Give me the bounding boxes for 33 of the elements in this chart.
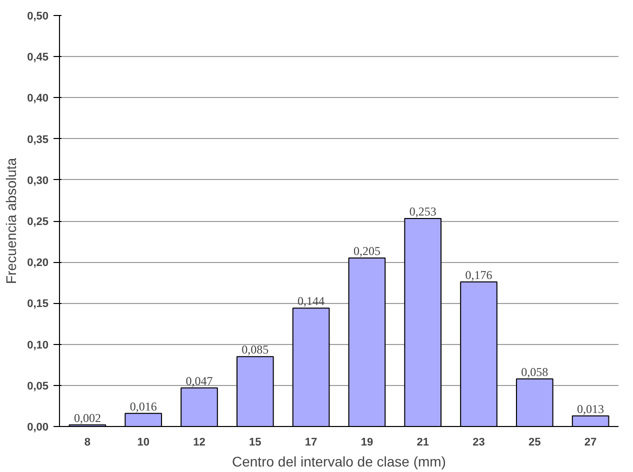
- data-label: 0,013: [577, 402, 604, 416]
- x-tick-label: 8: [84, 436, 91, 448]
- data-label: 0,058: [521, 364, 548, 379]
- y-tick-label: 0,35: [27, 134, 49, 146]
- x-tick-label: 21: [416, 436, 429, 448]
- y-tick-label: 0,50: [27, 10, 49, 22]
- y-tick-label: 0,25: [27, 216, 49, 228]
- x-tick-label: 17: [304, 436, 318, 448]
- x-tick-label: 15: [249, 436, 262, 448]
- y-tick-label: 0,00: [27, 422, 49, 434]
- data-label: 0,016: [130, 399, 157, 414]
- y-tick-label: 0,40: [27, 92, 49, 105]
- y-tick-label: 0,45: [27, 52, 49, 64]
- x-tick-label: 10: [137, 436, 150, 448]
- x-tick-label: 19: [360, 436, 374, 448]
- y-tick-label: 0,15: [27, 298, 49, 310]
- y-tick-label: 0,10: [27, 339, 49, 352]
- y-tick-label: 0,30: [27, 174, 49, 187]
- data-label: 0,002: [74, 410, 101, 425]
- data-label: 0,144: [298, 294, 325, 308]
- x-tick-label: 12: [193, 436, 206, 448]
- x-tick-label: 27: [584, 436, 597, 448]
- x-tick-label: 25: [528, 436, 541, 448]
- data-label: 0,205: [353, 244, 380, 258]
- x-axis-title: Centro del intervalo de clase (mm): [232, 454, 446, 470]
- data-label: 0,176: [465, 268, 492, 282]
- x-tick-label: 23: [472, 436, 485, 448]
- y-tick-label: 0,05: [27, 380, 49, 392]
- data-label: 0,085: [242, 342, 269, 357]
- data-label: 0,047: [186, 374, 213, 388]
- y-axis-title: Frecuencia absoluta: [3, 158, 20, 284]
- data-label: 0,253: [409, 204, 436, 219]
- y-tick-label: 0,20: [27, 257, 49, 270]
